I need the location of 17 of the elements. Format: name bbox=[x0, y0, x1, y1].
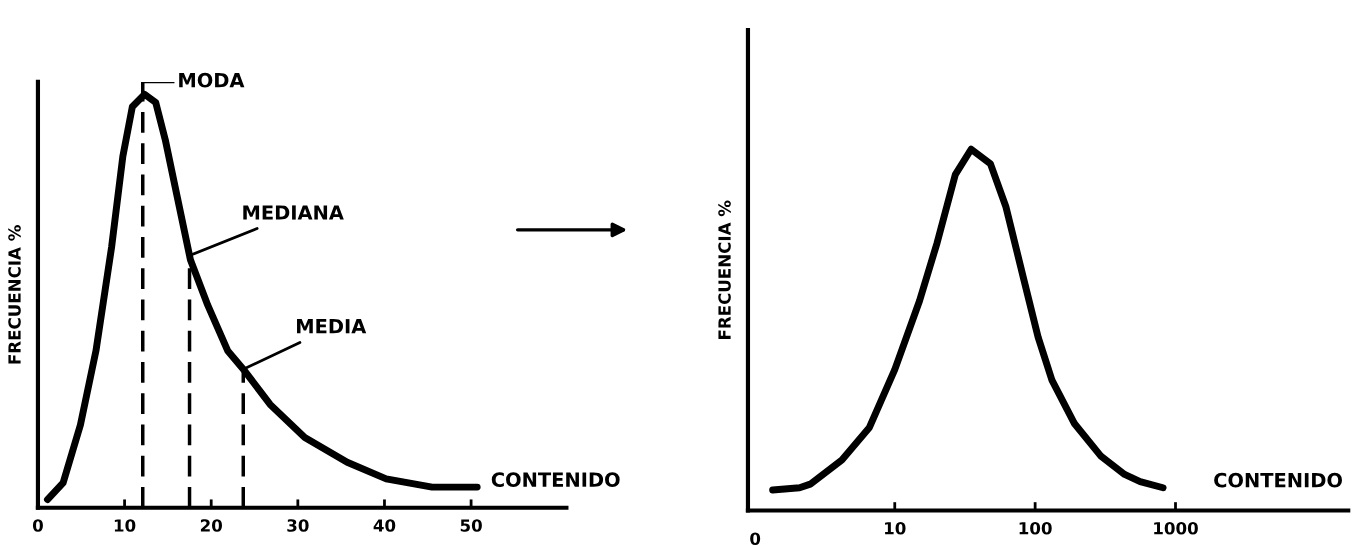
x-tick-label: 50 bbox=[460, 519, 482, 532]
x-tick-label: 1000 bbox=[1154, 521, 1198, 535]
x-tick-label: 20 bbox=[200, 519, 222, 532]
y-axis-title: FRECUENCIA % bbox=[8, 225, 21, 364]
text: 0 bbox=[750, 532, 761, 546]
x-axis-title: CONTENIDO bbox=[491, 472, 620, 487]
y-axis-title: FRECUENCIA % bbox=[718, 200, 731, 340]
ref-line-label: MEDIANA bbox=[243, 205, 344, 220]
x-tick-label: 30 bbox=[287, 519, 309, 532]
x-tick-label: 10 bbox=[114, 519, 136, 532]
x-tick-label: 10 bbox=[885, 521, 906, 535]
x-tick-label: 100 bbox=[1019, 521, 1052, 535]
x-tick-label: 40 bbox=[373, 519, 396, 532]
x-tick-label: 0 bbox=[32, 519, 43, 532]
x-axis-title: CONTENIDO bbox=[1214, 472, 1342, 488]
ref-line-label: MODA bbox=[179, 72, 245, 88]
ref-line-label: MEDIA bbox=[297, 319, 367, 334]
